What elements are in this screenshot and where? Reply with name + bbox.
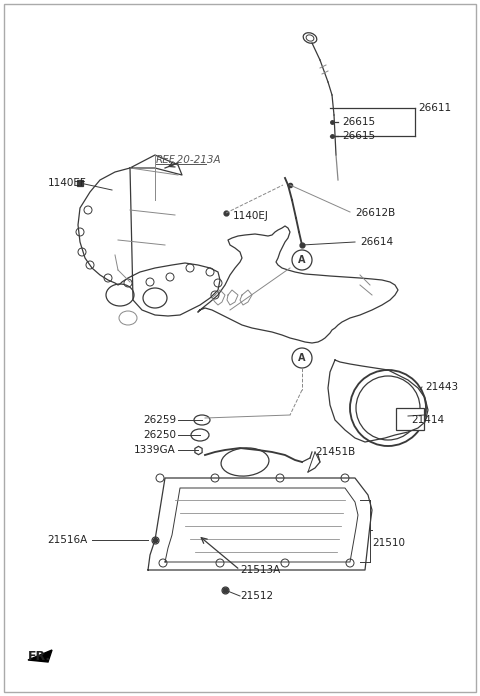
Text: 1339GA: 1339GA: [134, 445, 176, 455]
Text: 21443: 21443: [425, 382, 458, 392]
Text: FR.: FR.: [28, 649, 51, 663]
Text: A: A: [298, 255, 306, 265]
Text: 26614: 26614: [360, 237, 393, 247]
Text: REF.20-213A: REF.20-213A: [156, 155, 222, 165]
Text: 21510: 21510: [372, 538, 405, 548]
Text: 1140EF: 1140EF: [48, 178, 87, 188]
Text: 26259: 26259: [143, 415, 176, 425]
Polygon shape: [28, 650, 52, 662]
Text: 21451B: 21451B: [315, 447, 355, 457]
Text: 26250: 26250: [143, 430, 176, 440]
Text: A: A: [298, 353, 306, 363]
Ellipse shape: [221, 448, 269, 476]
Text: 1140EJ: 1140EJ: [233, 211, 269, 221]
Text: 26615: 26615: [342, 117, 375, 127]
Text: 26615: 26615: [342, 131, 375, 141]
Text: 21414: 21414: [411, 415, 444, 425]
Text: 26611: 26611: [418, 103, 451, 113]
Text: 21513A: 21513A: [240, 565, 280, 575]
Text: 21512: 21512: [240, 591, 273, 601]
Bar: [396, 408, 424, 430]
Text: 26612B: 26612B: [355, 208, 395, 218]
Text: 21516A: 21516A: [48, 535, 88, 545]
